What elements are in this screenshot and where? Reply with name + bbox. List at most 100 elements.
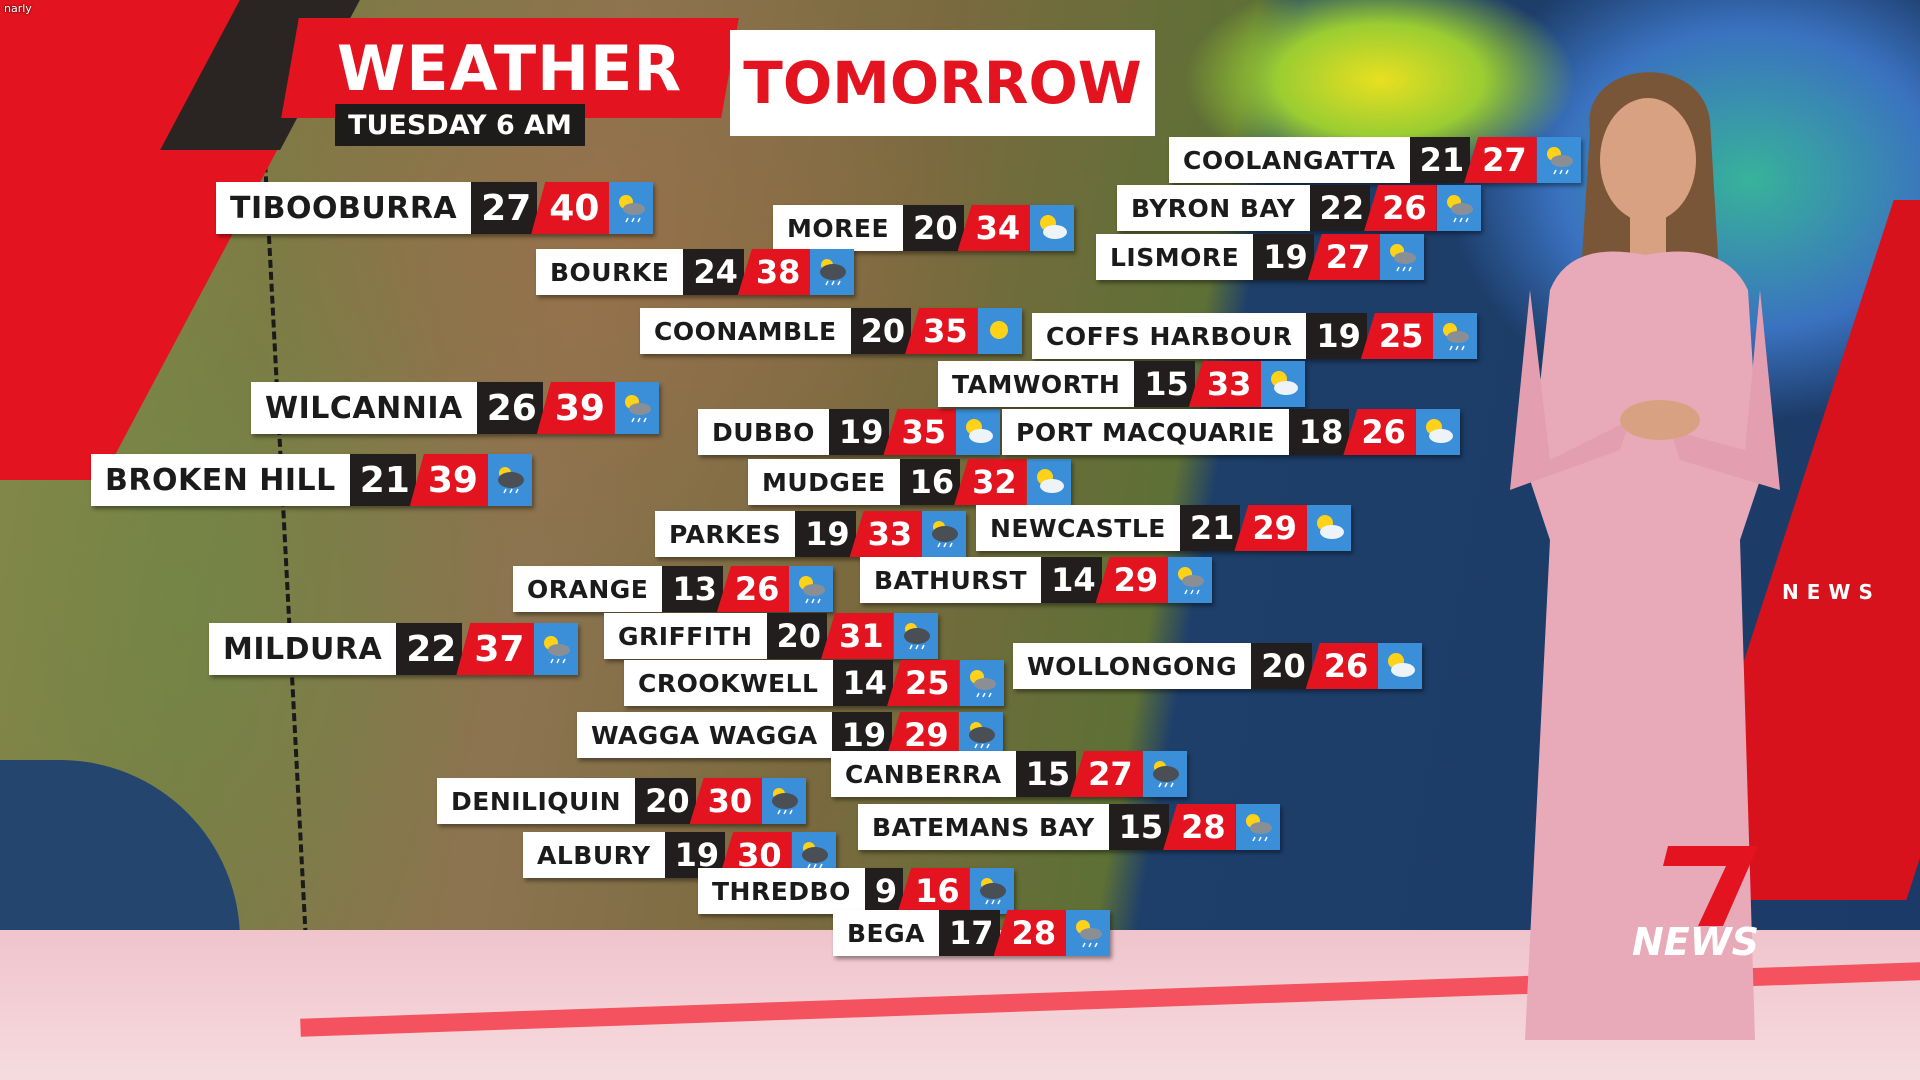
max-temp: 26: [716, 566, 790, 612]
city-forecast-orange: ORANGE 13 26: [513, 566, 834, 612]
min-temp: 20: [635, 778, 696, 824]
city-name: WAGGA WAGGA: [577, 712, 832, 758]
max-temp: 35: [883, 409, 956, 455]
min-temp: 15: [1015, 751, 1077, 797]
city-forecast-byron-bay: BYRON BAY 22 26: [1117, 185, 1481, 231]
max-temp: 29: [886, 712, 959, 758]
city-name: BOURKE: [536, 249, 684, 295]
watermark: narly: [4, 2, 32, 15]
city-name: CANBERRA: [831, 751, 1016, 797]
city-name: LISMORE: [1096, 234, 1254, 280]
storm-icon: [810, 249, 855, 295]
min-temp: 19: [831, 712, 893, 758]
min-temp: 17: [939, 910, 1000, 956]
max-temp: 27: [1307, 234, 1381, 280]
city-forecast-newcastle: NEWCASTLE 21 29: [976, 505, 1351, 551]
city-name: ALBURY: [523, 832, 665, 878]
city-name: GRIFFITH: [604, 613, 767, 659]
city-forecast-tibooburra: TIBOOBURRA 27 40: [216, 182, 654, 234]
city-forecast-broken-hill: BROKEN HILL 21 39: [91, 454, 532, 506]
max-temp: 25: [1360, 313, 1434, 359]
partly-cloudy-icon: [955, 409, 1000, 455]
city-forecast-coolangatta: COOLANGATTA 21 27: [1169, 137, 1581, 183]
city-name: WOLLONGONG: [1013, 643, 1252, 689]
shower-icon: [609, 182, 654, 234]
city-forecast-tamworth: TAMWORTH 15 33: [938, 361, 1306, 407]
partly-cloudy-icon: [1261, 361, 1306, 407]
city-name: PARKES: [655, 511, 796, 557]
city-forecast-mudgee: MUDGEE 16 32: [748, 459, 1071, 505]
city-name: MILDURA: [209, 623, 397, 675]
min-temp: 19: [1306, 313, 1367, 359]
max-temp: 28: [993, 910, 1067, 956]
city-forecast-wagga-wagga: WAGGA WAGGA 19 29: [577, 712, 1003, 758]
city-forecast-dubbo: DUBBO 19 35: [698, 409, 1000, 455]
min-temp: 24: [683, 249, 744, 295]
min-temp: 19: [1253, 234, 1314, 280]
storm-icon: [1142, 751, 1187, 797]
city-forecast-bourke: BOURKE 24 38: [536, 249, 855, 295]
shower-icon: [614, 382, 659, 434]
min-temp: 26: [476, 382, 543, 434]
min-temp: 22: [396, 623, 463, 675]
partly-cloudy-icon: [1030, 205, 1075, 251]
city-name: TIBOOBURRA: [216, 182, 472, 234]
storm-icon: [893, 613, 938, 659]
min-temp: 20: [903, 205, 964, 251]
city-forecast-coonamble: COONAMBLE 20 35: [640, 308, 1022, 354]
city-name: CROOKWELL: [624, 660, 833, 706]
min-temp: 27: [471, 182, 538, 234]
city-name: WILCANNIA: [251, 382, 477, 434]
city-name: MOREE: [773, 205, 904, 251]
city-forecast-griffith: GRIFFITH 20 31: [604, 613, 938, 659]
max-temp: 39: [536, 382, 615, 434]
partly-cloudy-icon: [1306, 505, 1351, 551]
min-temp: 21: [1179, 505, 1241, 551]
title-tomorrow: TOMORROW: [730, 30, 1155, 136]
shower-icon: [959, 660, 1004, 706]
city-forecast-batemans-bay: BATEMANS BAY 15 28: [858, 804, 1280, 850]
min-temp: 21: [1409, 137, 1471, 183]
shower-icon: [1433, 313, 1478, 359]
shower-icon: [534, 623, 579, 675]
storm-icon: [762, 778, 807, 824]
max-temp: 37: [456, 623, 535, 675]
max-temp: 27: [1464, 137, 1537, 183]
min-temp: 15: [1134, 361, 1195, 407]
max-temp: 29: [1234, 505, 1307, 551]
city-forecast-canberra: CANBERRA 15 27: [831, 751, 1187, 797]
max-temp: 16: [897, 868, 970, 914]
min-temp: 22: [1309, 185, 1371, 231]
shower-icon: [789, 566, 834, 612]
max-temp: 32: [954, 459, 1027, 505]
min-temp: 18: [1288, 409, 1350, 455]
title-weather-text: WEATHER: [337, 31, 683, 105]
city-name: PORT MACQUARIE: [1002, 409, 1289, 455]
max-temp: 34: [957, 205, 1031, 251]
min-temp: 16: [899, 459, 961, 505]
max-temp: 35: [905, 308, 978, 354]
max-temp: 28: [1163, 804, 1236, 850]
title-weather: WEATHER: [281, 18, 739, 118]
min-temp: 19: [795, 511, 856, 557]
side-panel-news-text: NEWS: [1782, 580, 1881, 604]
city-forecast-mildura: MILDURA 22 37: [209, 623, 579, 675]
shower-icon: [1235, 804, 1280, 850]
city-name: DUBBO: [698, 409, 829, 455]
shower-icon: [1066, 910, 1111, 956]
max-temp: 27: [1070, 751, 1143, 797]
logo-news-text: NEWS: [1632, 920, 1760, 964]
city-name: MUDGEE: [748, 459, 900, 505]
max-temp: 26: [1364, 185, 1437, 231]
city-forecast-crookwell: CROOKWELL 14 25: [624, 660, 1004, 706]
max-temp: 29: [1095, 557, 1169, 603]
max-temp: 30: [689, 778, 763, 824]
storm-icon: [922, 511, 967, 557]
seven-news-logo: [1663, 846, 1758, 926]
city-name: ORANGE: [513, 566, 663, 612]
city-forecast-wollongong: WOLLONGONG 20 26: [1013, 643, 1423, 689]
city-name: COONAMBLE: [640, 308, 851, 354]
min-temp: 20: [1251, 643, 1312, 689]
storm-icon: [969, 868, 1014, 914]
